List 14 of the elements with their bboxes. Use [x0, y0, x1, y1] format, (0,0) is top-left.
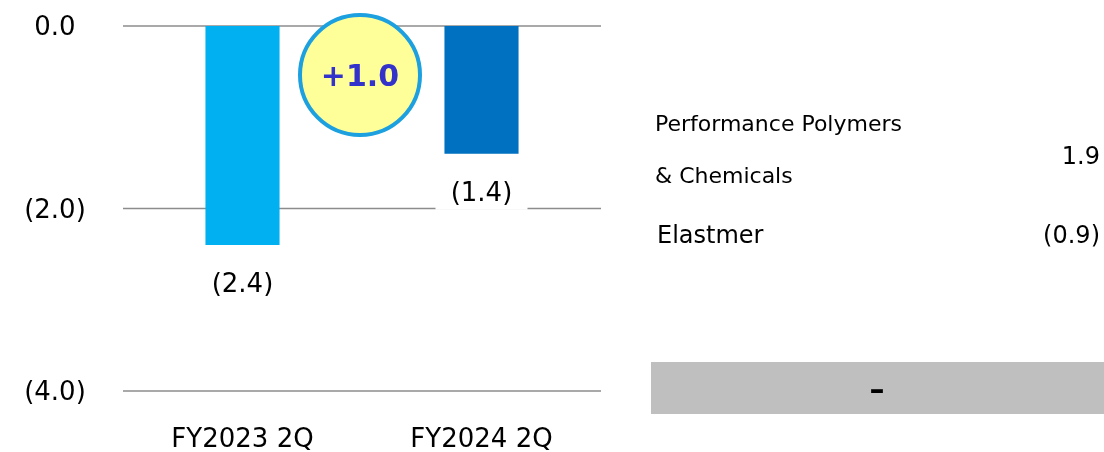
- text: –: [869, 370, 885, 406]
- data-label: (1.4): [450, 176, 513, 207]
- text: Performance Polymers: [655, 110, 902, 136]
- y-tick-label: (2.0): [24, 193, 86, 224]
- text: Elastmer: [657, 221, 764, 249]
- x-tick-label: FY2023 2Q: [171, 423, 314, 452]
- annotation: +1.0: [320, 57, 400, 93]
- data-label: (2.4): [211, 268, 274, 298]
- y-tick-label: 0.0: [34, 11, 76, 41]
- text: & Chemicals: [655, 162, 793, 188]
- y-tick-label: (4.0): [24, 376, 86, 406]
- text: 1.9: [1061, 142, 1100, 170]
- x-tick-label: FY2024 2Q: [410, 423, 553, 452]
- text: (0.9): [1043, 221, 1100, 249]
